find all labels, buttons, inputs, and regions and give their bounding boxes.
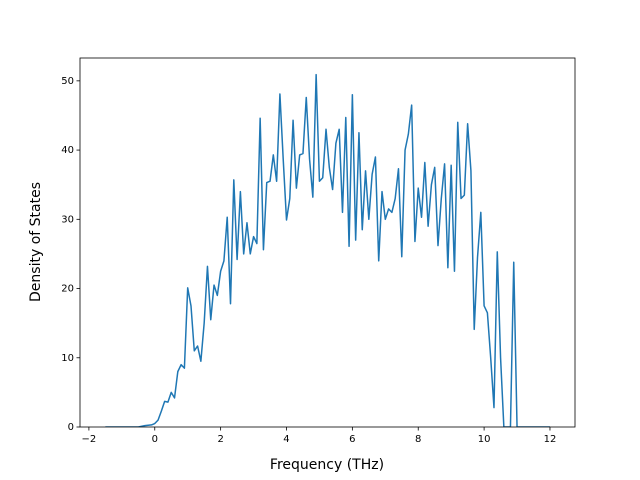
y-tick-label: 0 xyxy=(68,422,74,433)
y-tick-label: 30 xyxy=(61,214,74,225)
line xyxy=(105,73,550,427)
y-tick-label: 10 xyxy=(61,353,74,364)
x-axis-label: Frequency (THz) xyxy=(270,457,384,473)
y-tick-label: 50 xyxy=(61,76,74,87)
x-tick-label: 0 xyxy=(152,434,158,445)
x-tick-label: 12 xyxy=(544,434,557,445)
y-tick-label: 40 xyxy=(61,145,74,156)
y-axis-label: Density of States xyxy=(28,182,44,302)
x-tick-label: 2 xyxy=(217,434,223,445)
x-tick-label: 10 xyxy=(478,434,491,445)
x-tick-label: 4 xyxy=(283,434,289,445)
x-tick-label: 8 xyxy=(415,434,421,445)
y-tick-label: 20 xyxy=(61,284,74,295)
x-tick-label: 6 xyxy=(349,434,355,445)
plot-frame xyxy=(79,57,576,428)
x-tick-label: −2 xyxy=(82,434,97,445)
